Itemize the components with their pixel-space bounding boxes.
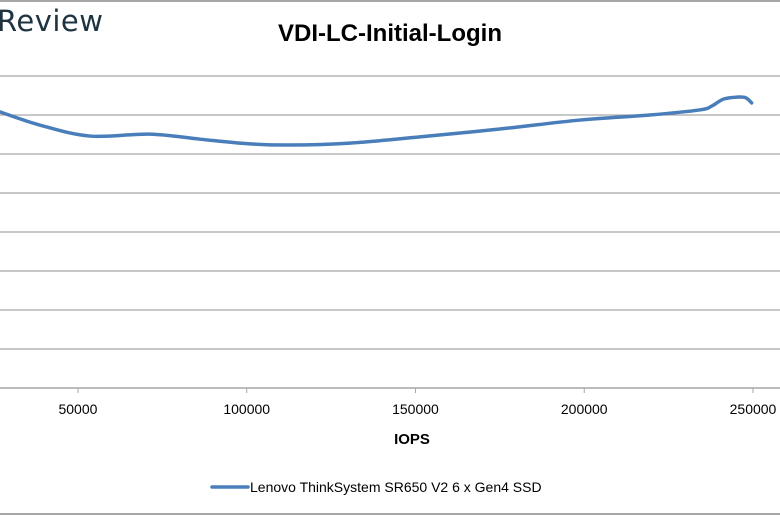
x-tick-label: 250000 [730, 401, 777, 417]
legend: Lenovo ThinkSystem SR650 V2 6 x Gen4 SSD [210, 479, 542, 495]
series-line [0, 95, 754, 147]
x-tick-label: 50000 [58, 401, 97, 417]
x-tick-label: 150000 [392, 401, 439, 417]
gridlines [0, 75, 780, 350]
logo: Review [0, 4, 104, 38]
x-tick-label: 200000 [561, 401, 608, 417]
x-tick-label: 100000 [223, 401, 270, 417]
x-ticks: 50000 100000 150000 200000 250000 [58, 388, 777, 417]
series-layer [0, 95, 754, 147]
x-axis-label: IOPS [394, 431, 430, 448]
chart-title: VDI-LC-Initial-Login [278, 20, 502, 47]
legend-label: Lenovo ThinkSystem SR650 V2 6 x Gen4 SSD [250, 479, 542, 495]
chart-frame-bottom [0, 513, 780, 515]
chart-frame-top [0, 0, 780, 2]
